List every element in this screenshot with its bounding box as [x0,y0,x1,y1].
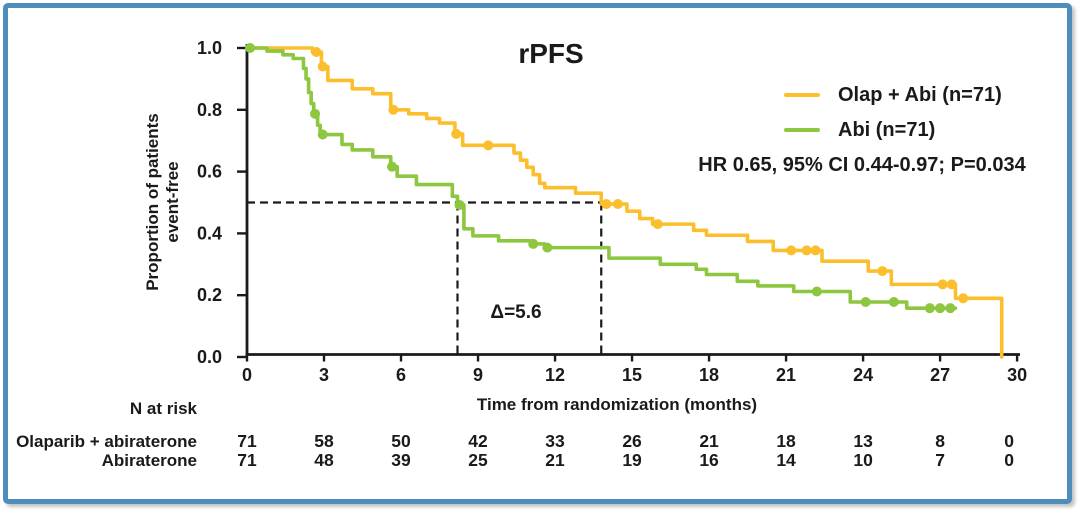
x-tick-label: 27 [930,365,950,385]
y-tick-label: 0.6 [197,162,222,182]
risk-value: 26 [622,431,642,451]
x-tick-label: 3 [319,365,329,385]
censor-dot-olap-abi [388,104,399,115]
censor-dot-olap-abi [612,199,623,210]
risk-table-header: N at risk [130,399,198,418]
censor-dot-olap-abi [451,128,462,139]
risk-value: 18 [776,431,796,451]
censor-dot-abi [454,199,465,210]
figure-border [3,3,1072,504]
risk-value: 50 [391,431,411,451]
km-curve-olap-abi [245,46,1004,359]
censor-dot-olap-abi [652,219,663,230]
chart-title: rPFS [518,38,583,69]
censor-dot-olap-abi [311,47,322,58]
censor-dot-olap-abi [946,279,957,290]
risk-value: 13 [853,431,873,451]
censor-dot-olap-abi [801,245,812,256]
y-tick-label: 0.8 [197,100,222,120]
censor-dot-abi [924,303,935,314]
y-axis-title-line2: event-free [163,161,182,242]
risk-value: 33 [545,431,565,451]
x-tick-label: 21 [776,365,796,385]
censor-dot-abi [310,108,321,119]
risk-value: 16 [699,450,719,470]
censor-dot-abi [860,296,871,307]
censor-dot-olap-abi [937,279,948,290]
risk-value: 7 [935,450,945,470]
risk-value: 21 [545,450,565,470]
legend-label-olap-abi: Olap + Abi (n=71) [838,84,1002,106]
risk-value: 71 [237,450,257,470]
risk-value: 48 [314,450,334,470]
censor-dot-abi [542,242,553,253]
y-tick-label: 1.0 [197,38,222,58]
risk-row-label: Abiraterone [102,451,197,470]
x-tick-label: 15 [622,365,642,385]
km-curve-abi [245,46,958,310]
y-axis-title-line1: Proportion of patients [143,113,162,291]
risk-value: 42 [468,431,488,451]
x-tick-label: 30 [1007,365,1027,385]
x-axis-title: Time from randomization (months) [477,395,757,414]
censor-dot-abi [317,129,328,140]
censor-dot-olap-abi [877,266,888,277]
y-tick-label: 0.2 [197,285,222,305]
censor-dot-abi [888,296,899,307]
risk-value: 19 [622,450,642,470]
delta-annotation: Δ=5.6 [490,302,541,323]
censor-dot-abi [945,303,956,314]
censor-dot-abi [811,286,822,297]
risk-row-label: Olaparib + abiraterone [16,432,197,451]
risk-value: 0 [1004,450,1014,470]
censor-dot-olap-abi [317,61,328,72]
risk-value: 10 [853,450,873,470]
censor-dot-olap-abi [810,245,821,256]
risk-value: 39 [391,450,411,470]
x-tick-label: 12 [545,365,565,385]
x-tick-label: 6 [396,365,406,385]
y-tick-label: 0.0 [197,347,222,367]
risk-value: 21 [699,431,719,451]
x-tick-label: 9 [473,365,483,385]
censor-dot-abi [387,161,398,172]
x-tick-label: 0 [242,365,252,385]
risk-value: 8 [935,431,945,451]
x-tick-label: 18 [699,365,719,385]
legend-label-abi: Abi (n=71) [838,119,935,141]
hr-stats-text: HR 0.65, 95% CI 0.44-0.97; P=0.034 [698,154,1026,176]
censor-dot-abi [528,238,539,249]
censor-dot-abi [245,43,256,53]
y-tick-label: 0.4 [197,223,222,243]
x-tick-label: 24 [853,365,873,385]
censor-dot-olap-abi [601,199,612,210]
censor-dot-olap-abi [786,245,797,256]
censor-dot-olap-abi [958,293,969,304]
risk-value: 25 [468,450,488,470]
chart-dynamic-layer: 0.0 0.2 0.4 0.6 0.8 1.0 0 3 6 9 12 15 18 21 24 27 30 Olap… [16,38,1027,470]
risk-value: 71 [237,431,257,451]
censor-dot-olap-abi [483,140,494,151]
risk-value: 58 [314,431,334,451]
risk-value: 14 [776,450,796,470]
risk-value: 0 [1004,431,1014,451]
censor-dot-abi [935,303,946,314]
